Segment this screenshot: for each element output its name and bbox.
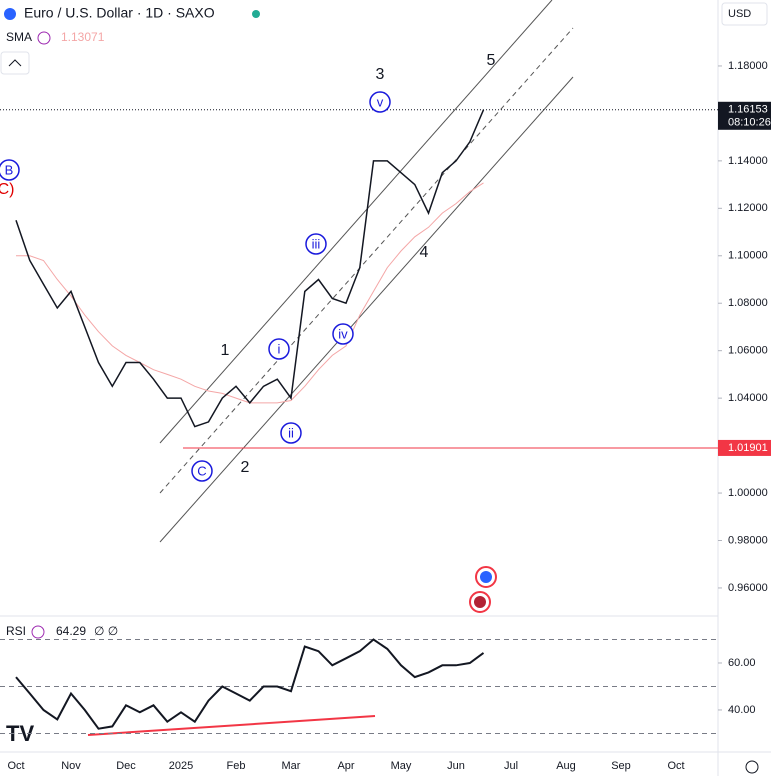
x-tick-label: Dec — [116, 760, 136, 772]
wave-label: i — [278, 341, 281, 356]
wave-label: iv — [338, 326, 348, 341]
x-tick-label: Oct — [667, 760, 684, 772]
countdown: 08:10:26 — [728, 117, 771, 129]
wave-label: v — [377, 94, 384, 109]
symbol-icon — [4, 8, 16, 20]
rsi-value: 64.29 — [56, 624, 86, 638]
wave-label: iii — [312, 236, 321, 251]
rsi-label: RSI — [6, 624, 26, 638]
rsi-trendline — [87, 715, 376, 736]
channel-upper — [159, 0, 553, 444]
support-box — [718, 439, 771, 456]
y-tick-label: 1.14000 — [728, 155, 768, 167]
x-tick-label: 2025 — [169, 760, 193, 772]
channel-middle — [159, 27, 574, 494]
wave-circle — [0, 159, 20, 181]
channel-lower — [159, 76, 574, 543]
wave-label: 4 — [420, 244, 429, 261]
sma-icon — [37, 31, 51, 45]
currency: USD — [728, 8, 751, 20]
currency-button[interactable] — [721, 2, 768, 26]
x-tick-label: Feb — [227, 760, 246, 772]
wave-circle — [191, 460, 213, 482]
collapse-button[interactable] — [0, 51, 30, 75]
last-price-label: 1.16153 — [728, 104, 768, 116]
x-tick-label: May — [391, 760, 412, 772]
y-tick-label: 1.06000 — [728, 345, 768, 357]
x-tick-label: Sep — [611, 760, 631, 772]
sma-value: 1.13071 — [61, 30, 105, 44]
rsi-tick-label: 40.00 — [728, 704, 756, 716]
x-tick-label: Jul — [504, 760, 518, 772]
event-icon-inner — [480, 571, 492, 583]
wave-label: ii — [288, 425, 294, 440]
y-tick-label: 1.04000 — [728, 392, 768, 404]
last-price-box — [718, 101, 771, 130]
wave-circle — [305, 233, 327, 255]
sma-label: SMA — [6, 30, 32, 44]
wave-circle — [369, 91, 391, 113]
wave-label: B — [5, 162, 14, 177]
x-tick-label: Aug — [556, 760, 576, 772]
wave-label: 3 — [376, 66, 385, 83]
x-tick-label: Apr — [337, 760, 354, 772]
rsi-line — [15, 638, 485, 730]
wave-circle — [332, 323, 354, 345]
rsi-na: ∅ ∅ — [94, 624, 118, 638]
x-tick-label: Nov — [61, 760, 81, 772]
y-tick-label: 0.96000 — [728, 582, 768, 594]
wave-label: 1 — [221, 342, 230, 359]
y-tick-label: 1.08000 — [728, 297, 768, 309]
collapse-icon — [8, 59, 22, 67]
y-tick-label: 1.10000 — [728, 250, 768, 262]
wave-label: 5 — [487, 52, 496, 69]
y-tick-label: 1.18000 — [728, 60, 768, 72]
market-status — [252, 10, 260, 18]
wave-label: 2 — [241, 459, 250, 476]
wave-circle — [280, 422, 302, 444]
y-tick-label: 0.98000 — [728, 534, 768, 546]
x-tick-label: Oct — [7, 760, 24, 772]
wave-label: C) — [0, 181, 14, 198]
x-tick-label: Mar — [282, 760, 301, 772]
symbol-title: Euro / U.S. Dollar · 1D · SAXO — [24, 5, 215, 21]
x-tick-label: Jun — [447, 760, 465, 772]
wave-label: C — [197, 463, 206, 478]
rsi-icon — [31, 625, 45, 639]
price-line — [15, 109, 485, 428]
event-icon-inner — [474, 596, 486, 608]
rsi-tick-label: 60.00 — [728, 657, 756, 669]
y-tick-label: 1.00000 — [728, 487, 768, 499]
y-tick-label: 1.12000 — [728, 202, 768, 214]
wave-circle — [268, 338, 290, 360]
support-label: 1.01901 — [728, 442, 768, 454]
settings-icon[interactable] — [745, 760, 759, 774]
